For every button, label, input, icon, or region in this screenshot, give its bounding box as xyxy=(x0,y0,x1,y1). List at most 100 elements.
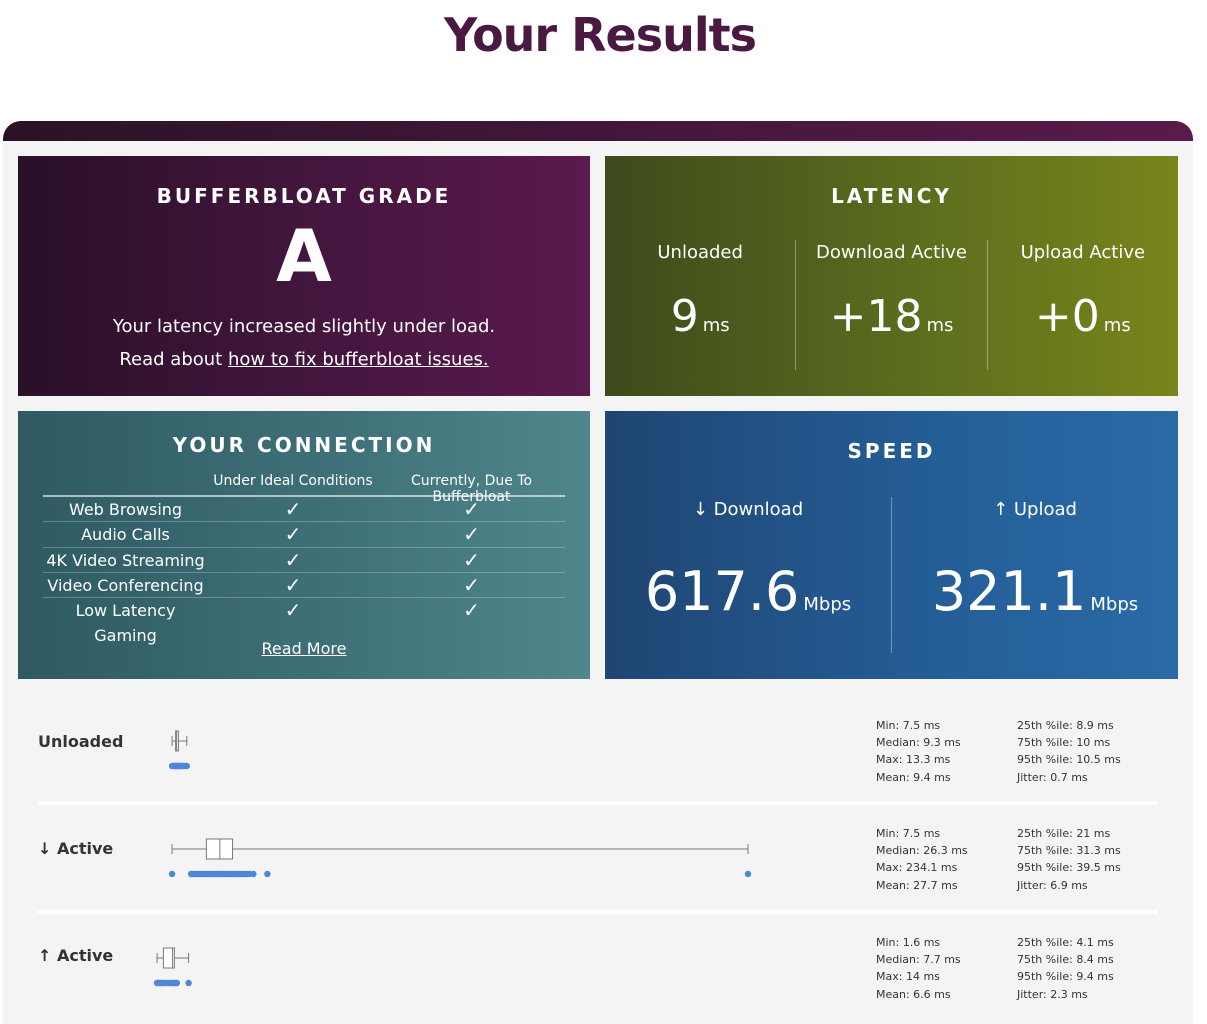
header-ideal: Under Ideal Conditions xyxy=(213,473,373,489)
speed-columns: ↓ Download 617.6 Mbps ↑ Upload 321.1 Mbps xyxy=(605,497,1178,653)
latency-label: Unloaded xyxy=(657,242,743,263)
stat-p95: 95th %ile: 10.5 ms xyxy=(1017,753,1121,767)
grade-description: Your latency increased slightly under lo… xyxy=(18,310,590,376)
download-label: ↓ Download xyxy=(692,499,804,520)
read-more-link[interactable]: Read More xyxy=(261,639,347,658)
stat-min: Min: 7.5 ms xyxy=(876,719,941,732)
stat-p95: 95th %ile: 9.4 ms xyxy=(1017,970,1114,984)
stat-jitter: Jitter: 6.9 ms xyxy=(1017,878,1088,892)
connection-card-title: Your Connection xyxy=(172,433,436,457)
stat-median: Median: 26.3 ms xyxy=(876,844,968,858)
sample-point xyxy=(250,870,257,878)
sample-point xyxy=(185,979,192,987)
latency-unit: ms xyxy=(702,315,730,336)
upload-label: ↑ Upload xyxy=(993,499,1077,520)
grade-letter: A xyxy=(276,214,332,298)
upload-value: 321.1 Mbps xyxy=(892,560,1178,623)
row-name: Audio Calls xyxy=(81,525,170,545)
detail-row-upload-active: ↑ Active Min: 1.6 ms Median: 7.7 ms Max:… xyxy=(38,922,1158,1022)
sample-point xyxy=(744,870,752,878)
latency-download-active: Download Active +18 ms xyxy=(795,240,986,370)
grade-line-2-prefix: Read about xyxy=(119,349,228,370)
speed-download: ↓ Download 617.6 Mbps xyxy=(605,497,891,653)
check-icon: ✓ xyxy=(463,522,480,547)
latency-label: Upload Active xyxy=(1020,242,1146,263)
check-icon: ✓ xyxy=(284,522,302,547)
sample-point xyxy=(173,979,181,987)
stats-right: 25th %ile: 4.1 ms 75th %ile: 8.4 ms 95th… xyxy=(1017,934,1167,1003)
connection-table-header: Under Ideal Conditions Currently, Due To… xyxy=(43,473,565,505)
stat-jitter: Jitter: 0.7 ms xyxy=(1017,770,1088,784)
stat-p95: 95th %ile: 39.5 ms xyxy=(1017,861,1121,875)
grade-card-title: Bufferbloat Grade xyxy=(156,184,452,208)
stat-min: Min: 7.5 ms xyxy=(876,827,941,840)
table-row: 4K Video Streaming ✓ ✓ xyxy=(43,548,565,573)
table-row: Web Browsing ✓ ✓ xyxy=(43,497,565,523)
header-blank xyxy=(43,473,208,495)
stat-mean: Mean: 9.4 ms xyxy=(876,770,951,784)
row-name: 4K Video Streaming xyxy=(46,550,205,570)
latency-value: +0 ms xyxy=(988,291,1178,342)
stat-median: Median: 9.3 ms xyxy=(876,736,961,750)
stat-jitter: Jitter: 2.3 ms xyxy=(1017,987,1088,1001)
page-title: Your Results xyxy=(443,8,757,62)
latency-box-plot xyxy=(168,838,752,878)
speed-card: Speed ↓ Download 617.6 Mbps ↑ Upload 321.… xyxy=(605,411,1178,679)
stats-left: Min: 1.6 ms Median: 7.7 ms Max: 14 ms Me… xyxy=(876,934,1026,1003)
row-name: Web Browsing xyxy=(68,500,183,519)
detail-row-unloaded: Unloaded Min: 7.5 ms Median: 9.3 ms Max:… xyxy=(38,705,1158,805)
detail-row-download-active: ↓ Active Min: 7.5 ms Median: 26.3 ms Max… xyxy=(38,813,1158,913)
upload-number: 321.1 xyxy=(931,560,1087,623)
stat-p75: 75th %ile: 10 ms xyxy=(1017,736,1111,750)
grade-line-2: Read about how to fix bufferbloat issues… xyxy=(18,343,590,376)
latency-label: Download Active xyxy=(816,242,967,263)
check-icon: ✓ xyxy=(463,572,480,597)
row-divider xyxy=(38,910,1158,914)
stat-p75: 75th %ile: 31.3 ms xyxy=(1017,844,1121,858)
sample-point xyxy=(168,870,176,878)
latency-unit: ms xyxy=(1103,315,1131,336)
check-icon: ✓ xyxy=(284,497,302,521)
check-icon: ✓ xyxy=(284,572,302,597)
latency-card-title: Latency xyxy=(831,184,952,208)
check-icon: ✓ xyxy=(463,598,480,623)
bufferbloat-grade-card: Bufferbloat Grade A Your latency increas… xyxy=(18,156,590,396)
detail-label: ↑ Active xyxy=(38,946,114,965)
latency-number: +18 xyxy=(829,291,923,342)
your-connection-card: Your Connection Under Ideal Conditions C… xyxy=(18,411,590,679)
stat-max: Max: 234.1 ms xyxy=(876,861,958,875)
stats-left: Min: 7.5 ms Median: 9.3 ms Max: 13.3 ms … xyxy=(876,717,1026,786)
stats-left: Min: 7.5 ms Median: 26.3 ms Max: 234.1 m… xyxy=(876,825,1026,894)
stat-max: Max: 13.3 ms xyxy=(876,753,951,767)
check-icon: ✓ xyxy=(284,598,302,623)
speed-upload: ↑ Upload 321.1 Mbps xyxy=(891,497,1178,653)
row-name: Low Latency Gaming xyxy=(75,601,176,646)
stat-mean: Mean: 6.6 ms xyxy=(876,987,951,1001)
stat-mean: Mean: 27.7 ms xyxy=(876,878,958,892)
latency-box-plot xyxy=(153,947,192,987)
latency-number: +0 xyxy=(1034,291,1100,342)
stat-p25: 25th %ile: 4.1 ms xyxy=(1017,936,1114,949)
latency-card: Latency Unloaded 9 ms Download Active +18… xyxy=(605,156,1178,396)
fix-bufferbloat-link[interactable]: how to fix bufferbloat issues. xyxy=(227,349,489,370)
row-name: Video Conferencing xyxy=(47,575,204,595)
download-value: 617.6 Mbps xyxy=(605,560,891,623)
grade-line-1: Your latency increased slightly under lo… xyxy=(112,316,496,337)
header-current: Currently, Due To Bufferbloat xyxy=(410,473,533,505)
latency-value: +18 ms xyxy=(796,291,986,342)
detail-label: ↓ Active xyxy=(38,839,114,858)
row-divider xyxy=(38,801,1158,805)
check-icon: ✓ xyxy=(463,497,480,521)
latency-unit: ms xyxy=(926,315,954,336)
stat-p25: 25th %ile: 21 ms xyxy=(1017,827,1111,840)
sample-point xyxy=(264,870,271,878)
stat-p25: 25th %ile: 8.9 ms xyxy=(1017,719,1114,732)
speed-card-title: Speed xyxy=(847,439,936,463)
stat-max: Max: 14 ms xyxy=(876,970,940,984)
latency-unloaded: Unloaded 9 ms xyxy=(605,240,795,370)
latency-number: 9 xyxy=(670,291,699,342)
table-row: Low Latency Gaming ✓ ✓ xyxy=(43,598,565,646)
iqr-box xyxy=(162,947,175,969)
latency-box-plot xyxy=(168,730,191,770)
connection-table: Under Ideal Conditions Currently, Due To… xyxy=(43,473,565,646)
